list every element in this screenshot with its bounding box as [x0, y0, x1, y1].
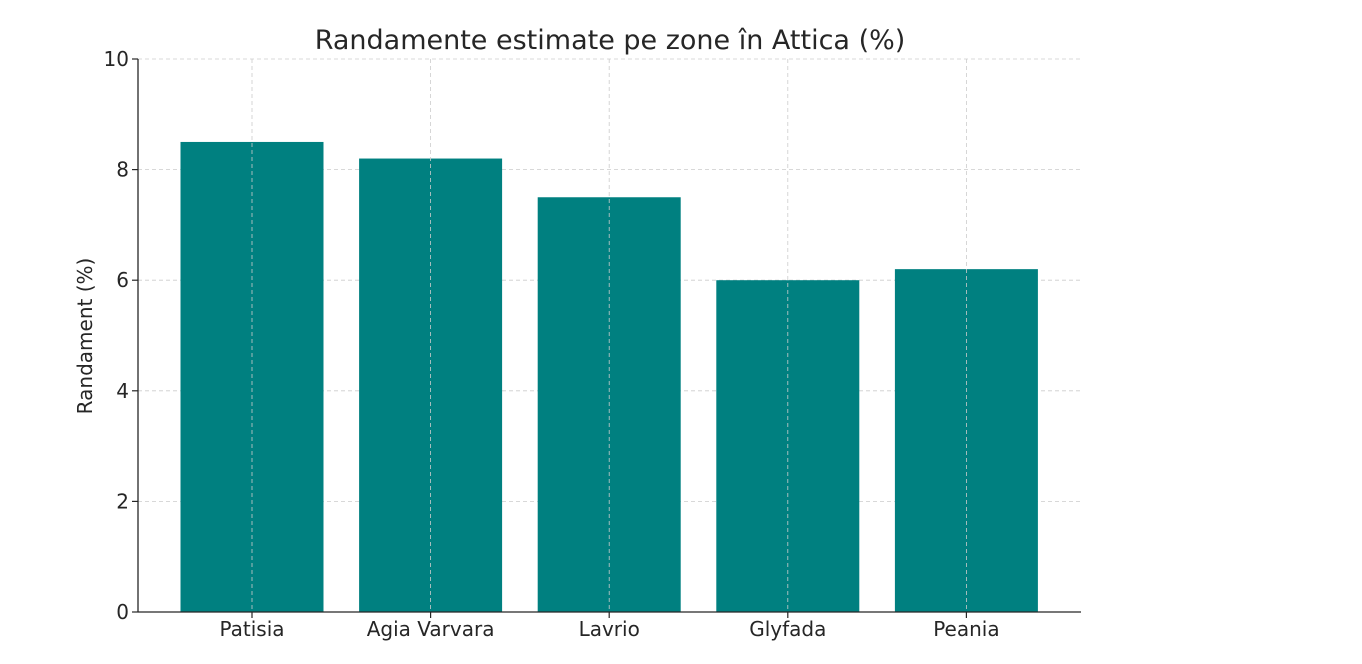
- x-tick-label: Glyfada: [749, 617, 826, 641]
- y-tick-label: 6: [116, 268, 129, 292]
- y-axis-label: Randament (%): [73, 258, 97, 415]
- y-tick-label: 8: [116, 158, 129, 182]
- y-tick-label: 0: [116, 600, 129, 624]
- y-tick-label: 2: [116, 489, 129, 513]
- y-tick-label: 10: [104, 47, 129, 71]
- x-tick-label: Peania: [933, 617, 999, 641]
- chart-title: Randamente estimate pe zone în Attica (%…: [315, 25, 906, 56]
- vertical-grid: [251, 59, 967, 612]
- x-tick-label: Lavrio: [579, 617, 640, 641]
- y-tick-label: 4: [116, 379, 129, 403]
- x-tick-label: Patisia: [219, 617, 284, 641]
- x-tick-label: Agia Varvara: [367, 617, 495, 641]
- y-ticks: 0 2 4 6 8 10: [104, 47, 138, 624]
- x-ticks: Patisia Agia Varvara Lavrio Glyfada Peania: [219, 612, 1000, 641]
